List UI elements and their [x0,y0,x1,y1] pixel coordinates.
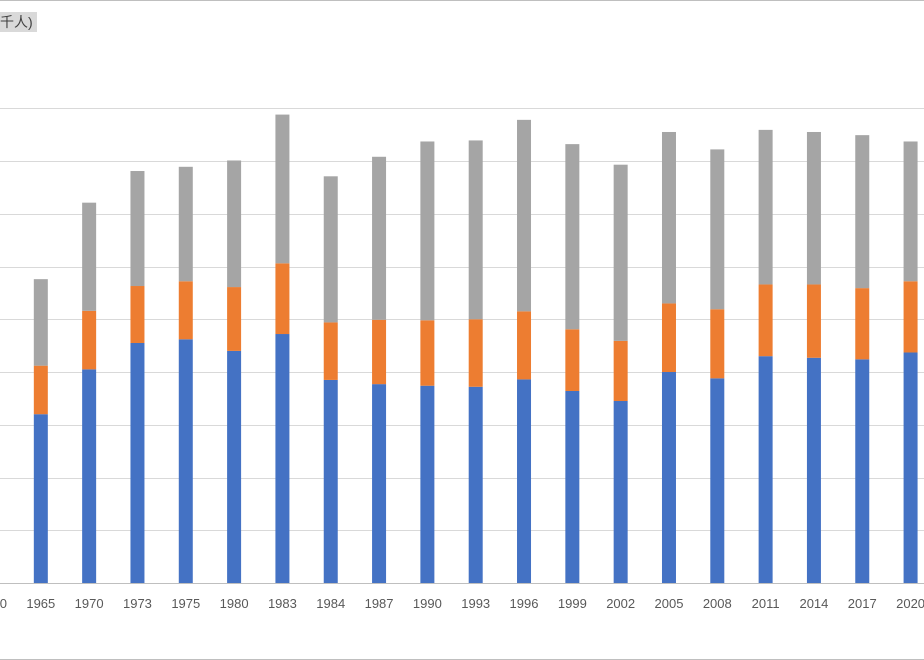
bar-segment-s3-2020 [903,141,918,282]
bar-segment-s1-1975 [178,339,193,583]
bar-segment-s1-2017 [855,359,870,583]
bar-segment-s1-1999 [565,390,580,583]
bar-segment-s2-1965 [33,365,48,415]
x-tick-label-1980: 1980 [220,596,249,611]
x-tick-label-1975: 1975 [171,596,200,611]
bar-segment-s1-2014 [806,357,821,583]
bar-segment-s1-1993 [468,386,483,583]
bar-segment-s3-2017 [855,135,870,289]
bar-segment-s3-1975 [178,166,193,282]
bar-segment-s3-2002 [613,164,628,341]
bar-segment-s1-2011 [758,356,773,583]
bar-segment-s2-2020 [903,281,918,353]
bar-segment-s1-1984 [323,379,338,583]
bar-segment-s1-1980 [227,350,242,583]
bar-segment-s2-1973 [130,286,145,343]
bar-segment-s1-2020 [903,352,918,583]
x-tick-label-1993: 1993 [461,596,490,611]
x-tick-label-2002: 2002 [606,596,635,611]
bar-segment-s3-1980 [227,160,242,288]
bar-segment-s2-1993 [468,319,483,387]
x-tick-label-1960: 1960 [0,596,7,611]
bar-segment-s2-2005 [661,303,676,373]
bar-segment-s3-1993 [468,140,483,320]
x-tick-label-1990: 1990 [413,596,442,611]
bar-segment-s2-1983 [275,263,290,335]
bar-segment-s1-1996 [517,379,532,583]
x-tick-label-2020: 2020 [896,596,924,611]
x-tick-label-1973: 1973 [123,596,152,611]
bar-segment-s1-1970 [82,369,97,583]
bar-segment-s1-2008 [710,378,725,583]
x-tick-label-1996: 1996 [510,596,539,611]
bar-segment-s1-1990 [420,385,435,583]
chart-top-border [0,0,924,1]
x-tick-label-2008: 2008 [703,596,732,611]
bar-segment-s1-1965 [33,414,48,583]
bar-segment-s2-2014 [806,284,821,358]
bar-segment-s2-2017 [855,288,870,360]
bar-segment-s1-1987 [372,384,387,583]
bar-segment-s2-1975 [178,281,193,340]
x-tick-label-1999: 1999 [558,596,587,611]
x-tick-label-2011: 2011 [752,596,780,611]
x-tick-label-1970: 1970 [75,596,104,611]
bar-segment-s2-2002 [613,340,628,402]
bar-segment-s3-1999 [565,144,580,330]
bar-segment-s3-1990 [420,141,435,321]
bar-segment-s2-2011 [758,284,773,357]
x-tick-label-1984: 1984 [316,596,345,611]
x-tick-label-2014: 2014 [799,596,828,611]
bar-segment-s2-1984 [323,322,338,380]
x-tick-label-1983: 1983 [268,596,297,611]
bar-segment-s2-1980 [227,287,242,351]
bar-segment-s3-2011 [758,129,773,285]
bar-segment-s1-2005 [661,372,676,583]
unit-label: 千人) [0,12,37,32]
bar-segment-s3-1983 [275,114,290,264]
x-tick-label-1965: 1965 [26,596,55,611]
bar-segment-s3-2008 [710,149,725,310]
bar-segment-s3-1973 [130,171,145,287]
x-tick-label-1987: 1987 [365,596,394,611]
bar-segment-s2-1999 [565,329,580,391]
bar-segment-s3-2014 [806,131,821,285]
bar-segment-s2-1996 [517,311,532,380]
bar-segment-s3-1987 [372,156,387,320]
bar-segment-s3-1996 [517,119,532,312]
x-tick-label-2017: 2017 [848,596,877,611]
bar-segment-s1-2002 [613,401,628,583]
bar-segment-s2-1990 [420,320,435,386]
bar-segment-s3-1984 [323,176,338,323]
bar-segment-s1-1973 [130,342,145,583]
bar-segment-s2-1987 [372,319,387,385]
bar-segment-s2-2008 [710,309,725,379]
bar-segment-s3-2005 [661,131,676,304]
bar-segment-s1-1983 [275,334,290,583]
bar-segment-s2-1970 [82,310,97,370]
x-tick-label-2005: 2005 [655,596,684,611]
bar-segment-s3-1970 [82,202,97,311]
bar-segment-s3-1965 [33,279,48,366]
